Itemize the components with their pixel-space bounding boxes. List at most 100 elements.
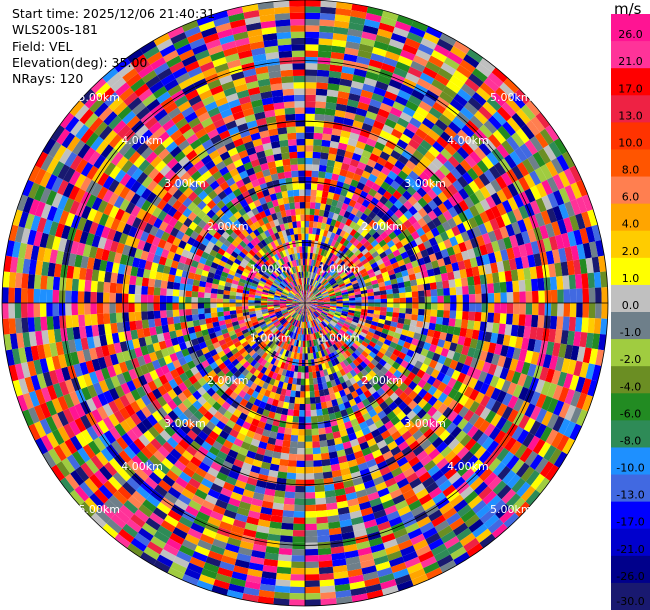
ppi-gate [368,369,377,379]
ppi-gate [514,501,531,518]
ppi-gate [419,72,435,85]
ppi-gate [305,300,311,303]
ppi-gate [471,429,484,443]
ppi-gate [308,227,313,234]
ppi-gate [451,262,460,272]
ppi-gate [368,188,378,198]
ppi-gate [426,246,435,256]
ppi-gate [306,290,309,297]
ppi-gate [371,279,379,286]
ppi-gate [353,313,361,318]
ppi-gate [447,377,457,389]
ppi-gate [530,116,546,133]
ppi-gate [365,179,375,189]
ppi-gate [456,372,467,384]
ppi-gate [376,258,384,266]
ppi-gate [340,262,348,270]
ppi-gate [354,349,362,357]
ppi-gate [601,303,608,319]
ppi-gate [317,305,324,308]
ppi-gate [305,18,320,26]
ppi-gate [317,215,324,223]
ppi-gate [436,414,448,426]
ppi-gate [140,294,148,303]
ppi-gate [153,295,161,303]
ppi-gate [398,373,408,383]
ppi-gate [353,146,364,156]
ppi-gate [420,37,437,50]
ppi-gate [328,310,336,315]
ppi-gate [210,307,218,313]
ppi-gate [497,125,512,141]
ppi-gate [321,458,331,467]
ppi-gate [333,26,349,35]
ppi-gate [320,452,330,460]
ppi-gate [311,299,318,302]
ppi-gate [589,348,599,365]
ppi-gate [345,241,353,250]
ppi-gate [333,287,341,292]
ppi-gate [383,362,392,371]
ppi-gate [492,272,500,284]
ppi-gate [320,262,326,270]
ppi-gate [467,276,475,286]
ppi-gate [337,330,345,337]
ppi-gate [391,361,401,370]
ppi-gate [408,343,417,352]
ppi-gate [398,382,409,392]
ppi-gate [394,356,404,365]
ppi-gate [490,192,502,206]
ppi-gate [352,268,360,275]
ppi-gate [305,303,311,307]
ppi-gate [436,180,448,192]
ppi-gate [412,429,424,441]
ppi-gate [210,288,218,294]
ppi-gate [462,303,470,312]
ppi-gate [490,499,506,515]
ppi-gate [315,293,322,298]
ppi-gate [310,296,316,300]
ppi-gate [305,536,318,543]
ppi-gate [103,292,110,303]
ppi-gate [417,284,425,292]
ppi-gate [318,171,326,179]
ppi-gate [376,156,388,167]
ppi-gate [311,301,318,303]
ppi-gate [115,283,123,294]
ppi-gate [545,250,555,265]
ppi-gate [379,290,387,296]
ppi-gate [311,303,318,305]
ppi-gate [361,31,377,41]
ppi-gate [324,326,331,333]
ppi-gate [479,57,496,73]
ppi-gate [414,345,423,355]
ppi-gate [561,437,575,455]
ppi-gate [479,124,493,139]
ppi-gate [300,378,305,386]
ppi-gate [430,289,438,297]
ppi-gate [312,151,321,159]
ppi-gate [332,335,339,343]
ppi-gate [579,258,588,274]
ppi-gate [148,318,156,328]
ppi-gate [336,303,343,305]
ppi-gate [365,12,382,23]
ppi-gate [315,309,322,314]
ppi-gate [305,429,312,436]
ppi-gate [506,303,514,314]
ppi-gate [554,262,563,277]
ppi-gate [355,356,364,364]
ppi-gate [386,239,395,248]
ppi-gate [289,592,305,600]
ppi-gate [310,306,316,310]
ppi-gate [458,394,470,407]
ppi-gate [431,124,445,137]
ppi-gate [436,38,454,52]
ppi-gate [484,331,493,343]
ppi-gate [507,183,519,197]
ppi-gate [323,318,330,325]
ppi-gate [412,384,423,395]
ppi-gate [474,284,482,295]
ppi-gate [471,500,487,514]
ppi-gate [469,400,480,414]
